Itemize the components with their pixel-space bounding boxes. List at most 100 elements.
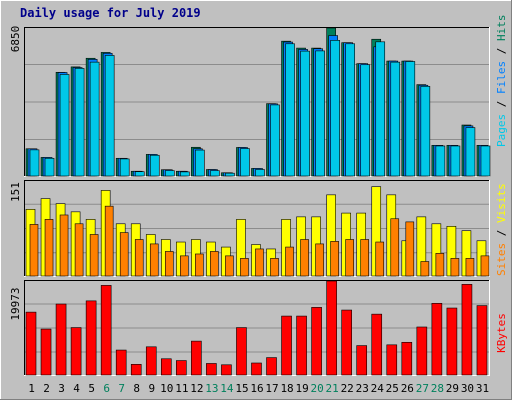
bar-kbytes: [145, 346, 157, 376]
bar-sites: [480, 255, 490, 277]
day-label: 7: [118, 382, 125, 395]
bar-sites: [180, 255, 189, 277]
bar-kbytes: [326, 280, 337, 376]
bar-sites: [330, 241, 339, 277]
day-label: 19: [295, 382, 308, 395]
day-label: 10: [160, 382, 173, 395]
bar-pages: [315, 50, 325, 177]
bar-kbytes: [446, 307, 458, 376]
bar-sites: [465, 258, 475, 277]
bar-pages: [480, 145, 491, 177]
day-label: 15: [235, 382, 248, 395]
bar-kbytes: [160, 358, 172, 376]
bar-pages: [420, 86, 431, 177]
bar-sites: [195, 253, 204, 277]
bar-pages: [435, 145, 446, 177]
bar-kbytes: [206, 363, 217, 376]
day-label: 30: [461, 382, 474, 395]
bar-pages: [119, 158, 130, 177]
bar-sites: [74, 223, 84, 277]
day-label: 23: [356, 382, 369, 395]
bar-kbytes: [221, 364, 232, 376]
bar-sites: [59, 214, 69, 277]
bar-sites: [345, 239, 354, 277]
bar-kbytes: [341, 309, 352, 376]
bar-pages: [285, 43, 295, 177]
bar-kbytes: [356, 345, 368, 376]
bar-sites: [29, 224, 39, 277]
bar-kbytes: [55, 303, 67, 376]
day-label: 28: [431, 382, 444, 395]
bar-sites: [164, 251, 174, 277]
bar-kbytes: [371, 313, 383, 376]
day-label: 1: [28, 382, 35, 395]
bar-sites: [315, 243, 324, 277]
day-label: 24: [371, 382, 385, 395]
bar-pages: [149, 154, 160, 177]
bar-kbytes: [461, 284, 473, 376]
bar-sites: [405, 221, 415, 277]
bar-kbytes: [401, 341, 413, 376]
bar-sites: [420, 261, 430, 277]
day-label: 8: [133, 382, 140, 395]
bar-pages: [104, 55, 115, 177]
bar-kbytes: [431, 303, 443, 376]
bar-kbytes: [281, 315, 292, 376]
day-label: 31: [476, 382, 489, 395]
day-label: 25: [386, 382, 399, 395]
bar-sites: [104, 205, 114, 277]
bar-sites: [375, 241, 385, 277]
bar-kbytes: [25, 311, 37, 376]
bar-kbytes: [476, 305, 488, 376]
bar-pages: [465, 127, 476, 177]
bar-pages: [450, 145, 461, 177]
bar-pages: [405, 61, 416, 177]
bar-sites: [210, 251, 219, 277]
bar-pages: [255, 169, 265, 177]
bar-sites: [240, 258, 249, 277]
bar-kbytes: [100, 285, 112, 376]
bar-sites: [360, 239, 370, 277]
bar-kbytes: [70, 327, 82, 376]
bar-kbytes: [176, 360, 187, 376]
bar-pages: [134, 171, 145, 177]
bar-sites: [390, 218, 400, 277]
x-axis-labels: 1 2 3 4 5 6 7 8 9 10 11 12 13 14 15 16 17 18 19 20 21 22 23 24 2…: [28, 382, 489, 395]
bar-sites: [149, 243, 159, 277]
day-label: 26: [401, 382, 414, 395]
day-label: 4: [73, 382, 80, 395]
day-label: 16: [250, 382, 263, 395]
bar-pages: [195, 149, 205, 177]
day-label: 18: [280, 382, 293, 395]
bar-pages: [300, 50, 310, 177]
bar-pages: [44, 157, 55, 177]
bar-pages: [89, 61, 100, 177]
bar-pages: [240, 148, 250, 177]
day-label: 20: [311, 382, 324, 395]
bar-pages: [330, 40, 340, 177]
day-label: 12: [190, 382, 203, 395]
bar-pages: [210, 170, 220, 177]
day-label: 21: [326, 382, 339, 395]
bar-pages: [29, 149, 40, 177]
bar-sites: [285, 246, 294, 277]
bar-kbytes: [40, 328, 52, 376]
bar-sites: [255, 248, 264, 277]
day-label: 27: [416, 382, 429, 395]
bar-sites: [89, 234, 99, 277]
bar-sites: [134, 239, 144, 277]
bar-pages: [225, 172, 235, 177]
bar-sites: [435, 253, 445, 277]
bar-kbytes: [416, 326, 428, 376]
bar-sites: [225, 255, 234, 277]
bar-kbytes: [85, 300, 97, 376]
bar-pages: [59, 74, 70, 177]
bar-kbytes: [296, 315, 307, 376]
day-label: 22: [341, 382, 354, 395]
chart-title: Daily usage for July 2019: [20, 6, 201, 20]
bar-pages: [375, 41, 386, 177]
day-label: 6: [103, 382, 110, 395]
bar-pages: [164, 170, 175, 177]
